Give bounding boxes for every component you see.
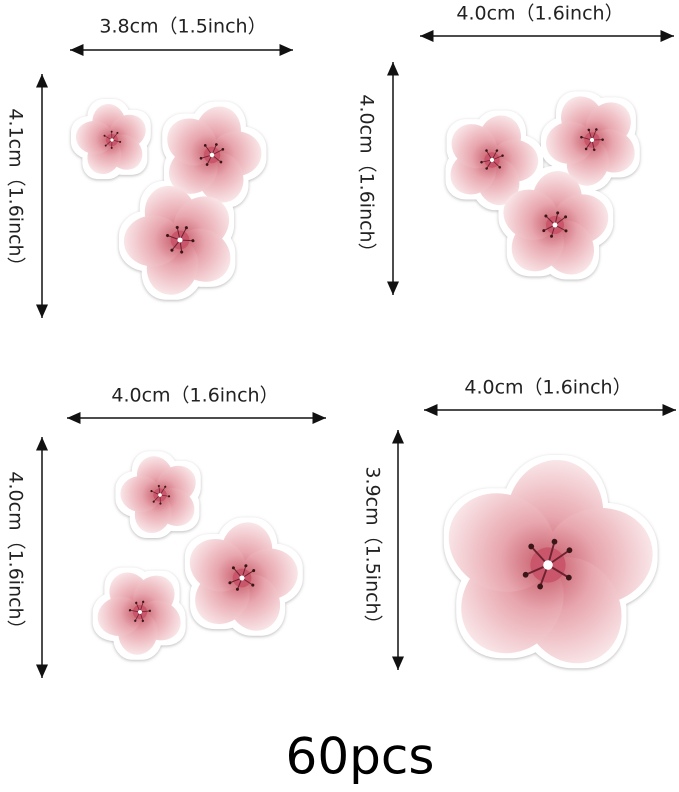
sticker-2: 4.0cm（1.6inch） 4.0cm（1.6inch） (356, 3, 674, 295)
blossom (77, 551, 205, 676)
width-label: 4.0cm（1.6inch） (464, 377, 631, 399)
quantity-label: 60pcs (286, 728, 435, 786)
height-label: 4.0cm（1.6inch） (5, 471, 27, 638)
sticker-4: 4.0cm（1.6inch） 3.9cm（1.5inch） (362, 377, 678, 695)
blossom (66, 97, 159, 186)
sticker-3: 4.0cm（1.6inch） 4.0cm（1.6inch） (5, 385, 326, 678)
width-label: 3.8cm（1.5inch） (99, 16, 266, 38)
blossom (170, 511, 313, 649)
blossom (417, 443, 678, 695)
flower (77, 445, 313, 676)
height-label: 3.9cm（1.5inch） (362, 466, 384, 633)
width-label: 4.0cm（1.6inch） (111, 385, 278, 407)
width-label: 4.0cm（1.6inch） (456, 3, 623, 25)
height-label: 4.0cm（1.6inch） (356, 94, 378, 261)
height-label: 4.1cm（1.6inch） (5, 108, 27, 275)
flower (66, 92, 278, 319)
sticker-1: 3.8cm（1.5inch） 4.1cm（1.6inch） (5, 16, 293, 319)
flower (417, 443, 678, 695)
blossom (107, 445, 214, 548)
flower (427, 76, 660, 289)
